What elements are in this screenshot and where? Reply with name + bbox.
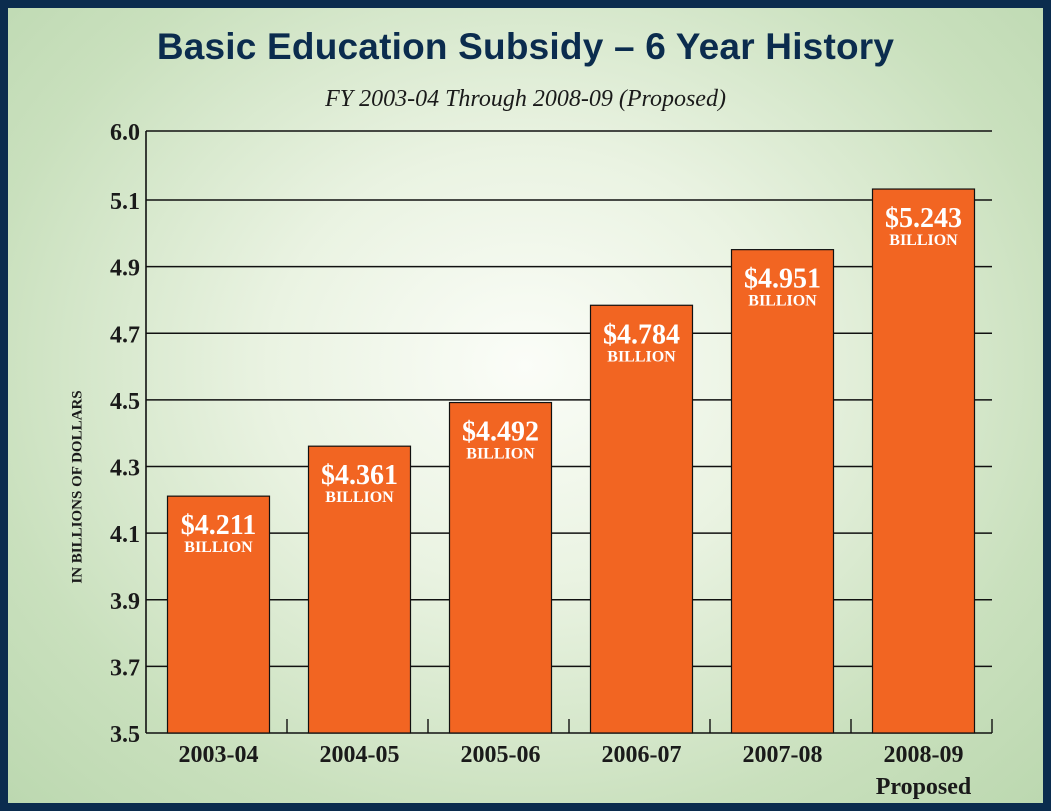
y-tick-label: 4.3	[110, 456, 140, 482]
bar-unit-label: BILLION	[889, 232, 958, 249]
bar-unit-label: BILLION	[325, 489, 394, 506]
x-tick-label: 2007-08	[743, 742, 823, 768]
x-tick-label: 2005-06	[461, 742, 541, 768]
x-tick-sublabel: Proposed	[876, 774, 972, 800]
x-tick-label: 2003-04	[179, 742, 259, 768]
bar-2003-04	[166, 495, 271, 734]
bar-2006-07	[589, 304, 694, 734]
bar-2008-09	[871, 188, 976, 734]
bar-unit-label: BILLION	[607, 348, 676, 365]
x-tick-label: 2006-07	[602, 742, 682, 768]
bar-value-label: $5.243	[885, 203, 962, 234]
bar-2005-06	[448, 401, 553, 734]
y-tick-label: 4.5	[110, 389, 140, 415]
y-tick-label: 4.1	[110, 522, 140, 548]
bar-value-label: $4.211	[181, 510, 256, 541]
y-tick-label: 4.7	[110, 322, 140, 348]
bar-unit-label: BILLION	[184, 539, 253, 556]
y-tick-label: 3.9	[110, 589, 140, 615]
x-tick-label: 2008-09	[884, 742, 964, 768]
bar-value-label: $4.951	[744, 264, 821, 295]
bar-unit-label: BILLION	[466, 446, 535, 463]
y-tick-label: 3.7	[110, 655, 140, 681]
bar-2007-08	[730, 249, 835, 734]
chart-subtitle: FY 2003-04 Through 2008-09 (Proposed)	[325, 86, 726, 112]
bar-unit-label: BILLION	[748, 293, 817, 310]
bar-value-label: $4.361	[321, 460, 398, 491]
bar-value-label: $4.784	[603, 319, 680, 350]
x-tick-label: 2004-05	[320, 742, 400, 768]
chart-title: Basic Education Subsidy – 6 Year History	[156, 26, 895, 67]
bar-2004-05	[307, 445, 412, 734]
y-tick-label: 6.0	[110, 120, 140, 146]
y-tick-label: 5.1	[110, 189, 140, 215]
y-tick-label: 3.5	[110, 722, 140, 748]
y-tick-label: 4.9	[110, 256, 140, 282]
bar-value-label: $4.492	[462, 417, 539, 448]
